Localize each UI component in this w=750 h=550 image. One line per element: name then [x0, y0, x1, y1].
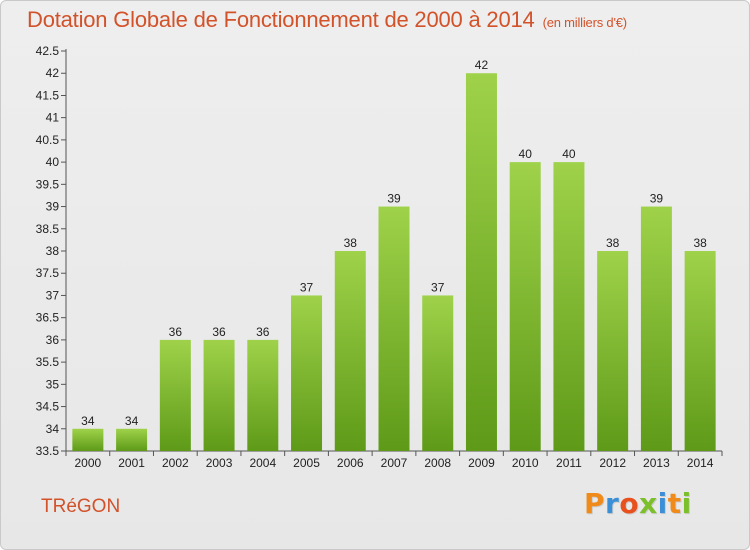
x-tick-label: 2014: [687, 456, 714, 470]
y-tick-label: 38: [46, 244, 60, 258]
y-tick-label: 35: [46, 377, 60, 391]
bar-value-label: 40: [519, 147, 533, 161]
logo-letter: r: [605, 487, 620, 520]
x-tick-label: 2005: [293, 456, 320, 470]
bar-value-label: 38: [344, 236, 358, 250]
y-tick-label: 34: [46, 422, 60, 436]
y-tick-label: 41.5: [36, 88, 60, 102]
x-tick-label: 2012: [599, 456, 626, 470]
x-tick-label: 2004: [249, 456, 276, 470]
y-tick-label: 39.5: [36, 177, 60, 191]
x-tick-label: 2002: [162, 456, 189, 470]
x-tick-label: 2007: [381, 456, 408, 470]
chart-title-text: Dotation Globale de Fonctionnement de 20…: [27, 7, 535, 32]
y-tick-label: 36.5: [36, 311, 60, 325]
bar-value-label: 42: [475, 58, 489, 72]
bar-value-label: 36: [169, 325, 183, 339]
bar-value-label: 38: [693, 236, 707, 250]
bar-value-label: 39: [650, 192, 664, 206]
y-tick-label: 40: [46, 155, 60, 169]
x-tick-label: 2008: [424, 456, 451, 470]
commune-name: TRéGON: [41, 496, 121, 517]
y-tick-label: 34.5: [36, 400, 60, 414]
bar-value-label: 34: [81, 414, 95, 428]
proxiti-logo[interactable]: Proxiti: [584, 487, 692, 520]
x-tick-label: 2009: [468, 456, 495, 470]
x-tick-label: 2010: [512, 456, 539, 470]
chart-title: Dotation Globale de Fonctionnement de 20…: [27, 7, 627, 33]
x-tick-label: 2000: [75, 456, 102, 470]
bar: [597, 251, 629, 451]
bar: [509, 162, 541, 451]
bar: [116, 428, 148, 451]
bar: [465, 73, 497, 451]
x-tick-label: 2011: [556, 456, 582, 470]
y-tick-label: 42.5: [36, 44, 60, 58]
logo-letter: t: [667, 487, 682, 520]
bar: [291, 295, 323, 451]
bar-value-label: 37: [431, 280, 445, 294]
bar: [247, 339, 279, 451]
logo-letter: x: [639, 487, 658, 520]
bar: [72, 428, 104, 451]
x-tick-label: 2006: [337, 456, 364, 470]
y-tick-label: 40.5: [36, 133, 60, 147]
bar: [203, 339, 235, 451]
bar: [378, 206, 410, 451]
bar: [640, 206, 672, 451]
bar-value-label: 36: [212, 325, 226, 339]
bar-value-label: 37: [300, 280, 314, 294]
logo-letter: o: [619, 487, 640, 520]
bar: [422, 295, 454, 451]
y-tick-label: 37: [46, 288, 60, 302]
chart-subtitle: (en milliers d'€): [542, 15, 628, 30]
y-tick-label: 39: [46, 200, 60, 214]
bar-value-label: 38: [606, 236, 620, 250]
logo-letter: i: [681, 487, 692, 520]
y-tick-label: 38.5: [36, 222, 60, 236]
bar-value-label: 40: [562, 147, 576, 161]
y-tick-label: 42: [46, 66, 60, 80]
y-tick-label: 33.5: [36, 444, 60, 458]
x-tick-label: 2001: [118, 456, 145, 470]
y-tick-label: 37.5: [36, 266, 60, 280]
bar-value-label: 39: [387, 192, 401, 206]
x-tick-label: 2013: [643, 456, 670, 470]
bar: [159, 339, 191, 451]
y-tick-label: 36: [46, 333, 60, 347]
y-tick-label: 41: [46, 111, 60, 125]
logo-letter: P: [584, 487, 606, 520]
bar-value-label: 34: [125, 414, 139, 428]
bar: [684, 251, 716, 451]
logo-letter: i: [657, 487, 668, 520]
x-tick-label: 2003: [206, 456, 233, 470]
y-tick-label: 35.5: [36, 355, 60, 369]
bar: [553, 162, 585, 451]
bar: [334, 251, 366, 451]
bar-value-label: 36: [256, 325, 270, 339]
